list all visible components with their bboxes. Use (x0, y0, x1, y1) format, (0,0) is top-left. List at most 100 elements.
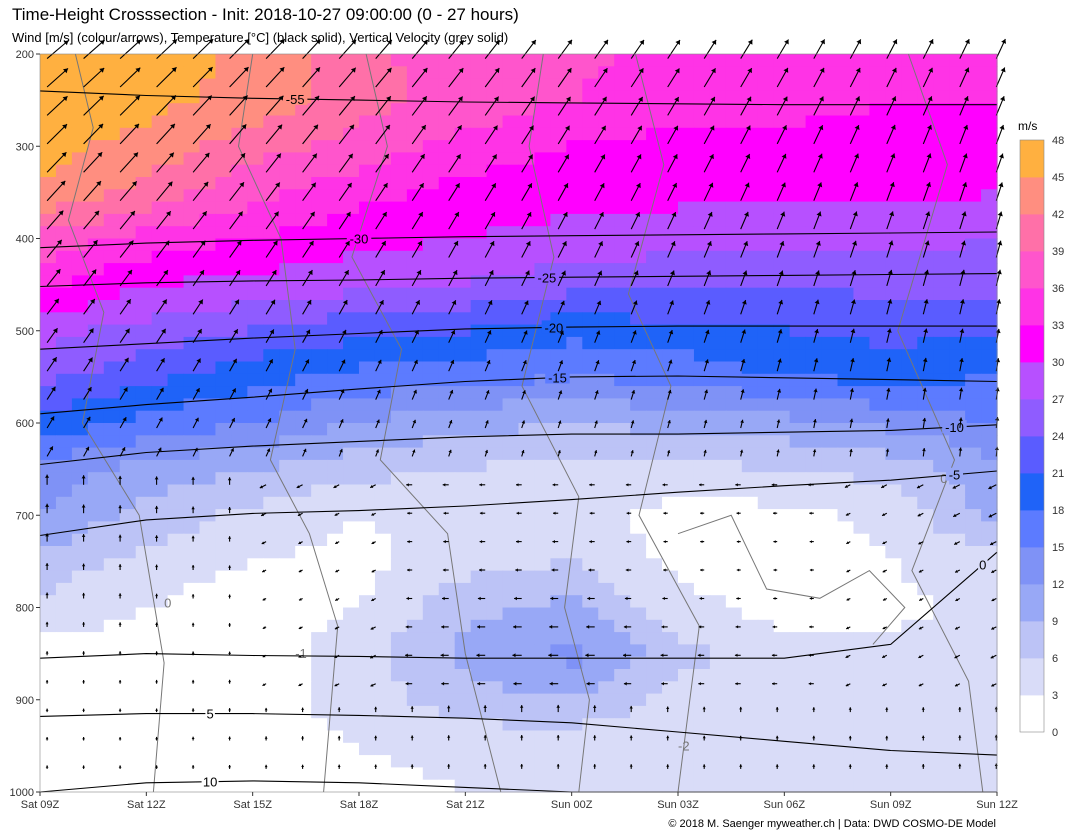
wind-speed-cell (821, 459, 839, 473)
wind-speed-cell (805, 410, 823, 424)
wind-arrow-head (203, 181, 209, 187)
wind-arrow-head (191, 506, 195, 510)
wind-speed-cell (534, 619, 551, 633)
wind-speed-cell (566, 201, 583, 215)
wind-speed-cell (71, 213, 89, 227)
wind-speed-cell (279, 250, 296, 264)
wind-arrow-head (488, 270, 494, 276)
isotherm-line (39, 231, 998, 249)
wind-speed-cell (837, 546, 855, 559)
wind-arrow-head (704, 389, 709, 394)
wind-speed-cell (693, 127, 711, 141)
wind-speed-cell (949, 127, 966, 141)
wind-speed-cell (837, 669, 855, 682)
wind-arrow-head (486, 360, 491, 365)
wind-speed-cell (199, 386, 217, 399)
wind-speed-cell (725, 669, 743, 682)
wind-speed-cell (71, 509, 89, 522)
wind-speed-cell (933, 115, 950, 129)
wind-speed-cell (390, 423, 408, 436)
wind-speed-cell (470, 459, 488, 473)
wind-speed-cell (390, 226, 408, 240)
wind-speed-cell (646, 287, 663, 301)
wind-speed-cell (311, 423, 328, 436)
wind-speed-cell (869, 730, 886, 744)
wind-speed-cell (40, 496, 57, 510)
wind-speed-cell (438, 533, 456, 547)
wind-arrow-head (889, 211, 895, 217)
wind-speed-cell (135, 718, 153, 732)
wind-speed-cell (582, 484, 599, 498)
wind-speed-cell (359, 509, 376, 522)
wind-speed-cell (40, 152, 57, 166)
wind-speed-cell (311, 250, 328, 264)
wind-speed-cell (837, 238, 855, 252)
wind-speed-cell (406, 484, 424, 498)
wind-arrow-head (407, 511, 410, 515)
wind-speed-cell (279, 705, 296, 719)
wind-speed-cell (231, 287, 248, 301)
wind-speed-cell (757, 742, 775, 756)
wind-speed-cell (933, 570, 950, 584)
isotherm-label-bg (346, 231, 372, 245)
wind-arrow-head (479, 483, 482, 487)
wind-speed-cell (693, 263, 711, 276)
wind-speed-cell (55, 238, 73, 252)
wind-speed-cell (71, 496, 89, 510)
wind-speed-cell (582, 177, 599, 190)
wind-speed-cell (518, 312, 536, 326)
wind-arrow-head (853, 182, 859, 188)
wind-arrow-head (458, 68, 464, 74)
wind-speed-cell (550, 287, 567, 301)
wind-speed-cell (853, 54, 870, 67)
wind-speed-cell (422, 103, 440, 117)
wind-speed-cell (901, 300, 918, 313)
wind-speed-cell (231, 115, 248, 129)
wind-speed-cell (215, 115, 232, 129)
wind-speed-cell (71, 78, 89, 92)
wind-arrow-head (405, 682, 409, 686)
wind-arrow-head (962, 153, 968, 159)
wind-speed-cell (693, 459, 711, 473)
wind-speed-cell (709, 373, 727, 387)
wind-speed-cell (757, 115, 775, 129)
wind-speed-cell (566, 90, 583, 104)
wind-speed-cell (550, 300, 567, 313)
wind-speed-cell (933, 152, 950, 166)
wind-speed-cell (295, 373, 312, 387)
wind-speed-cell (709, 312, 727, 326)
wind-arrow-head (809, 568, 813, 572)
wind-speed-cell (454, 582, 472, 596)
wind-speed-cell (981, 312, 998, 326)
wind-speed-cell (40, 484, 57, 498)
wind-arrow-head (513, 681, 517, 686)
wind-arrow-head (493, 125, 498, 131)
wind-arrow-head (296, 485, 300, 489)
wind-speed-cell (757, 607, 775, 621)
wind-arrow (229, 66, 249, 88)
wind-speed-cell (582, 607, 599, 621)
wind-arrow-head (457, 125, 462, 131)
wind-speed-cell (311, 656, 328, 670)
wind-speed-cell (422, 127, 440, 141)
wind-arrow-head (303, 418, 308, 423)
wind-arrow-head (747, 68, 752, 74)
wind-speed-cell (470, 533, 488, 547)
wind-speed-cell (390, 250, 408, 264)
wind-speed-cell (390, 730, 408, 744)
wind-arrow (302, 95, 320, 116)
wind-speed-cell (981, 361, 998, 375)
wind-speed-cell (406, 140, 424, 153)
wind-speed-cell (662, 755, 679, 768)
wind-speed-cell (502, 755, 520, 768)
wind-speed-cell (502, 546, 520, 559)
wind-arrow-head (236, 240, 242, 246)
wind-speed-cell (518, 66, 536, 80)
wind-arrows (45, 38, 1006, 769)
wind-speed-cell (311, 115, 328, 129)
wind-arrow (119, 152, 139, 173)
wind-speed-cell (183, 705, 201, 719)
wind-arrow-head (779, 241, 785, 246)
wind-arrow-head (1001, 39, 1006, 44)
wind-speed-cell (789, 373, 807, 387)
